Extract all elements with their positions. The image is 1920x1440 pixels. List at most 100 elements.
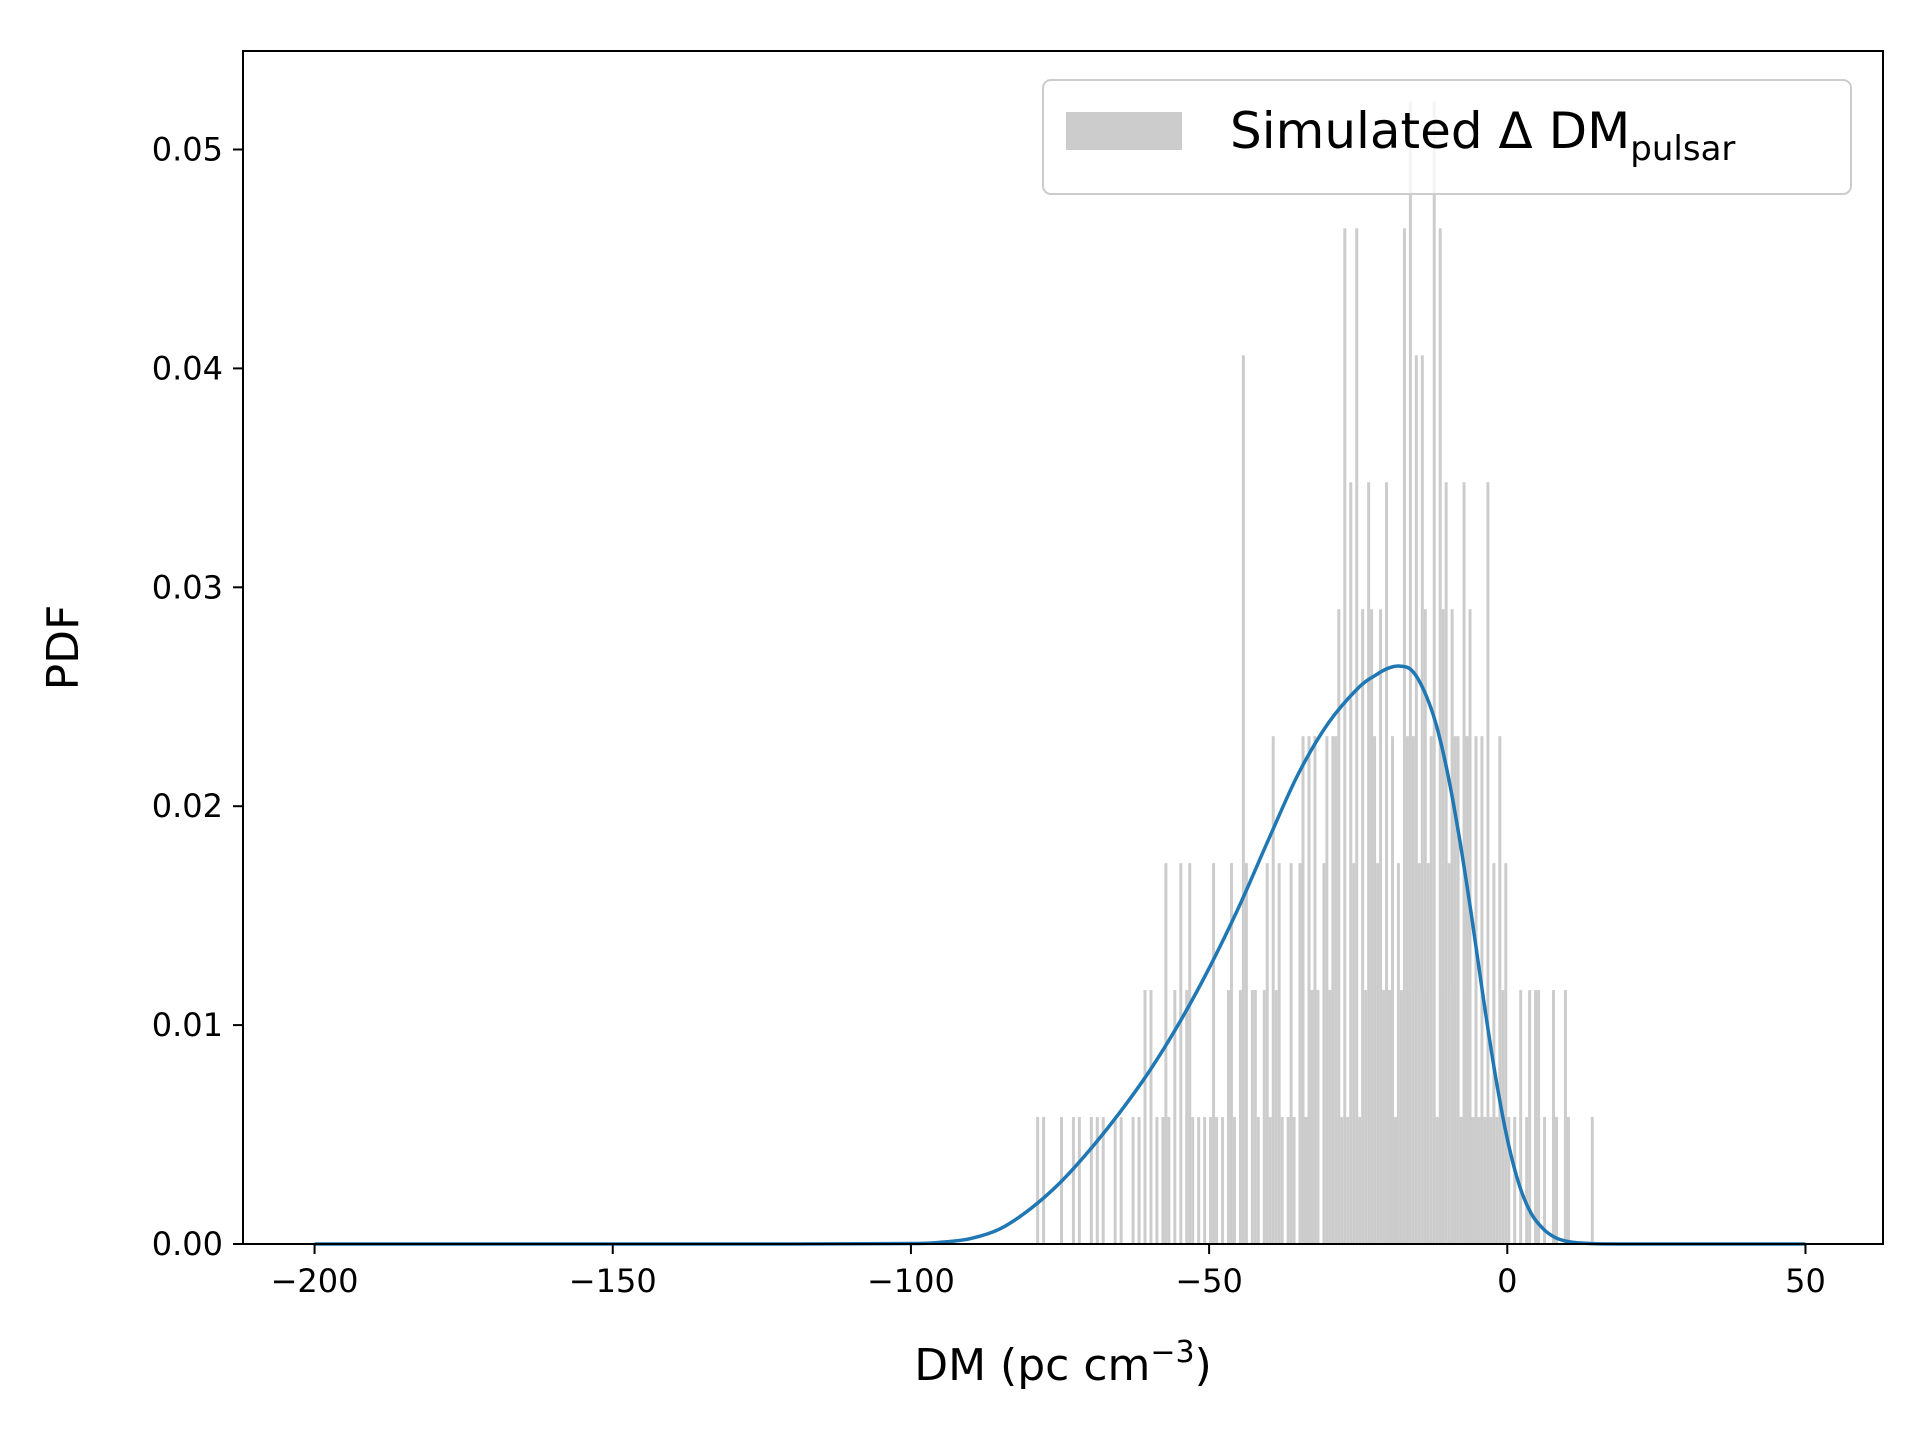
histogram-bar: [1101, 1117, 1105, 1244]
histogram-bar: [1286, 1117, 1290, 1244]
histogram-bar: [1477, 1117, 1481, 1244]
histogram-bar: [1364, 990, 1368, 1244]
histogram-bar: [1471, 1117, 1475, 1244]
x-axis-ticks: −200 −150 −100 −50 0 50: [271, 1244, 1826, 1300]
histogram-bar: [1441, 609, 1445, 1244]
histogram-bar: [1262, 990, 1266, 1244]
histogram-bar: [1456, 736, 1460, 1244]
histogram-bar: [1209, 1117, 1213, 1244]
histogram-bar: [1525, 1117, 1529, 1244]
histogram-bar: [1119, 1117, 1123, 1244]
histogram-bar: [1221, 1117, 1225, 1244]
histogram-bar: [1277, 863, 1281, 1244]
histogram-bar: [1203, 1117, 1207, 1244]
histogram-bar: [1468, 609, 1472, 1244]
histogram-bar: [1447, 863, 1451, 1244]
histogram-bar: [1316, 990, 1320, 1244]
histogram-bar: [1250, 990, 1254, 1244]
histogram-bar: [1420, 355, 1424, 1244]
histogram-bar: [1325, 736, 1329, 1244]
x-tick-label: −50: [1175, 1262, 1243, 1300]
histogram-bar: [1367, 482, 1371, 1245]
histogram-bar: [1465, 736, 1469, 1244]
histogram-bar: [1566, 1117, 1570, 1244]
legend-swatch: [1066, 112, 1182, 150]
histogram-bar: [1173, 990, 1177, 1244]
histogram-bar: [1483, 1117, 1487, 1244]
histogram-bar: [1555, 1117, 1558, 1244]
histogram-bar: [1414, 355, 1418, 1244]
histogram-bar: [1358, 1117, 1362, 1244]
y-tick-label: 0.03: [152, 568, 223, 606]
histogram-bar: [1399, 990, 1403, 1244]
histogram-bar: [1543, 1117, 1547, 1244]
y-tick-label: 0.00: [152, 1225, 223, 1263]
histogram-bar: [1268, 1117, 1272, 1244]
histogram-bar: [1313, 736, 1317, 1244]
y-axis-ticks: 0.00 0.01 0.02 0.03 0.04 0.05: [152, 131, 243, 1263]
histogram-bar: [1352, 863, 1356, 1244]
histogram-bar: [1253, 990, 1257, 1244]
histogram-bar: [1292, 1117, 1296, 1244]
histogram-bar: [1355, 228, 1359, 1244]
histogram-bar: [1563, 990, 1567, 1244]
histogram-bar: [1179, 863, 1183, 1244]
histogram-bar: [1143, 990, 1147, 1244]
x-tick-label: 50: [1785, 1262, 1826, 1300]
histogram-bar: [1265, 863, 1269, 1244]
histogram-bar: [1492, 863, 1496, 1244]
histogram-bar: [1197, 1117, 1201, 1244]
histogram-bar: [1450, 609, 1454, 1244]
histogram-bar: [1537, 990, 1541, 1244]
y-tick-label: 0.04: [152, 349, 223, 387]
histogram-bar: [1417, 863, 1421, 1244]
histogram-bar: [1453, 736, 1457, 1244]
histogram-bar: [1349, 482, 1353, 1245]
histogram-bar: [1408, 101, 1412, 1245]
histogram-bar: [1495, 1117, 1499, 1244]
histogram-bar: [1289, 863, 1293, 1244]
histogram-bar: [1337, 609, 1341, 1244]
histogram-bar: [1331, 736, 1335, 1244]
histogram-bar: [1429, 736, 1433, 1244]
histogram-bar: [1486, 482, 1490, 1245]
histogram-bar: [1256, 1117, 1260, 1244]
histogram-bar: [1534, 990, 1538, 1244]
x-axis-label-exponent: −3: [1150, 1335, 1194, 1370]
histogram-bar: [1271, 736, 1275, 1244]
histogram-bar: [1405, 736, 1409, 1244]
histogram-bar: [1513, 1117, 1517, 1244]
histogram-bar: [1590, 1117, 1594, 1244]
histogram-bar: [1444, 482, 1448, 1245]
x-axis-label: DM (pc cm−3): [914, 1335, 1212, 1391]
legend-box: [1042, 79, 1852, 195]
histogram-bar: [1435, 1117, 1439, 1244]
histogram-bar: [1379, 609, 1383, 1244]
histogram-bar: [1155, 1117, 1159, 1244]
histogram-bar: [1238, 990, 1242, 1244]
histogram-bar: [1402, 228, 1406, 1244]
histogram-bar: [1301, 736, 1305, 1244]
histogram-bar: [1474, 736, 1478, 1244]
y-axis-label: PDF: [38, 605, 89, 691]
histogram-bar: [1215, 1117, 1219, 1244]
histogram-bar: [1340, 1117, 1344, 1244]
histogram-bar: [1373, 736, 1377, 1244]
histogram-bar: [1396, 863, 1400, 1244]
histogram-bar: [1113, 1117, 1117, 1244]
histogram-bar: [1298, 863, 1302, 1244]
plot-frame: [242, 50, 1884, 1245]
legend-label-main: Simulated Δ DM: [1230, 102, 1630, 160]
histogram-bar: [1552, 990, 1555, 1244]
histogram-bar: [1382, 990, 1386, 1244]
histogram-bar: [1229, 863, 1233, 1244]
histogram-bar: [1459, 1117, 1463, 1244]
histogram-bar: [1131, 1117, 1135, 1244]
histogram-bar: [1411, 736, 1415, 1244]
histogram-bar: [1227, 990, 1230, 1244]
x-axis-label-close: ): [1195, 1340, 1212, 1391]
histogram-bar: [1212, 863, 1216, 1244]
histogram-bar: [1361, 609, 1365, 1244]
histogram-bar: [1391, 736, 1394, 1244]
